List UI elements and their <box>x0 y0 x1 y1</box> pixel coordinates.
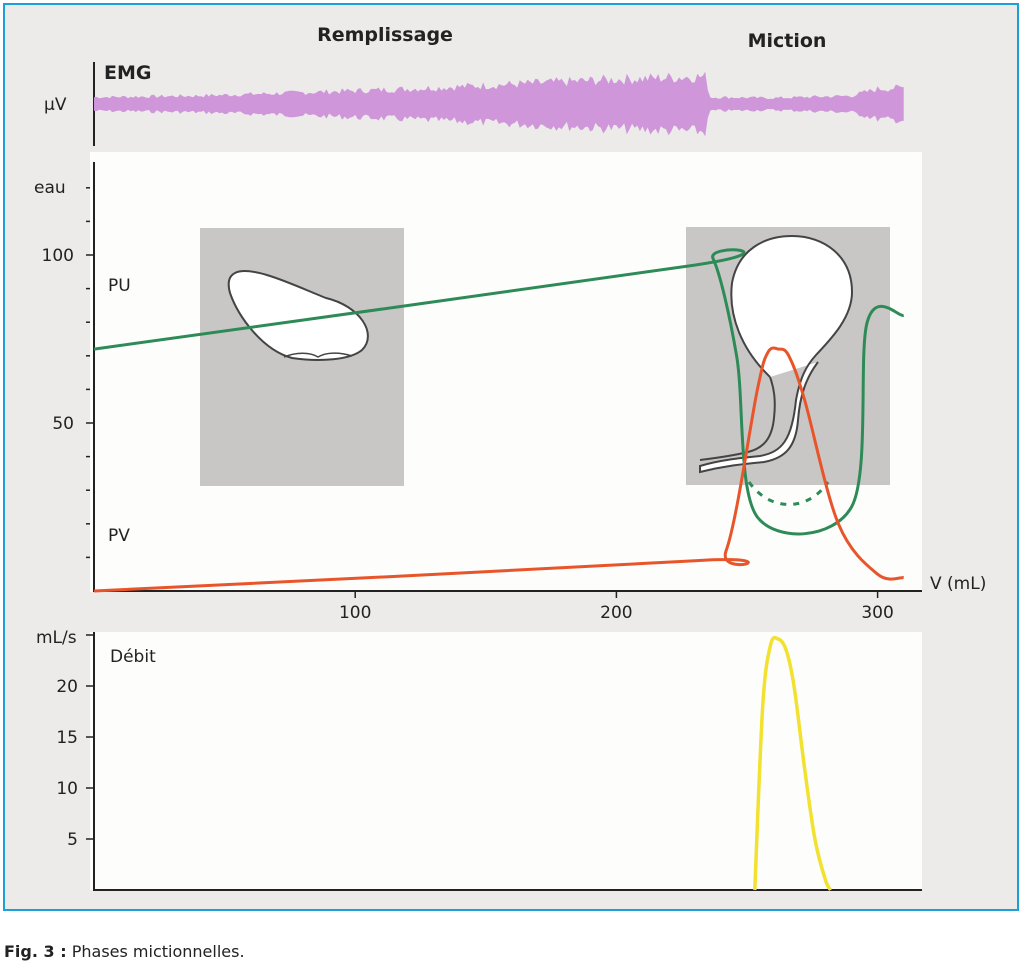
main-ylabel: eau <box>34 178 66 198</box>
phase-filling-label: Remplissage <box>317 24 453 46</box>
emg-ylabel: µV <box>44 95 67 115</box>
flow-y-tick-label: 5 <box>67 830 78 850</box>
series-pu <box>93 248 904 536</box>
series-label-debit: Débit <box>110 647 156 667</box>
emg-panel: EMG µV <box>44 62 904 146</box>
bladder-neck-icon <box>283 352 353 358</box>
figure-caption: Fig. 3 : Phases mictionnelles. <box>4 942 245 961</box>
flow-y-tick-label: 15 <box>56 728 78 748</box>
pu-dashed-segment <box>747 481 830 506</box>
main-xlabel: V (mL) <box>930 574 986 594</box>
bladder-voiding-icon <box>699 234 854 474</box>
main-series: PU PV <box>93 248 904 593</box>
caption-text: Phases mictionnelles. <box>71 942 245 961</box>
caption-label: Fig. 3 : <box>4 942 67 961</box>
flow-tick-marks: 5 10 15 20 <box>56 634 94 850</box>
x-tick-label: 200 <box>600 603 632 623</box>
series-label-pu: PU <box>108 276 131 296</box>
series-pv <box>93 346 904 593</box>
main-tick-marks: 50 100 100 200 300 <box>42 187 894 623</box>
flow-y-tick-label: 10 <box>56 779 78 799</box>
flow-axes: 5 10 15 20 mL/s <box>36 628 922 891</box>
y-tick-label: 50 <box>52 414 74 434</box>
flow-ylabel: mL/s <box>36 628 77 648</box>
flow-panel <box>90 632 922 890</box>
emg-title: EMG <box>104 62 151 84</box>
inset-bladder-filling <box>200 228 404 486</box>
phase-voiding-label: Miction <box>748 30 827 52</box>
series-label-pv: PV <box>108 526 130 546</box>
x-tick-label: 300 <box>861 603 893 623</box>
emg-signal <box>94 71 904 137</box>
urethra-icon <box>699 376 776 461</box>
y-tick-label: 100 <box>42 246 74 266</box>
flow-y-tick-label: 20 <box>56 677 78 697</box>
main-axes: 50 100 100 200 300 eau V (mL) <box>34 162 986 623</box>
flow-series: Débit <box>110 635 833 891</box>
bladder-filling-icon <box>227 270 369 361</box>
series-debit <box>753 635 833 891</box>
x-tick-label: 100 <box>339 603 371 623</box>
